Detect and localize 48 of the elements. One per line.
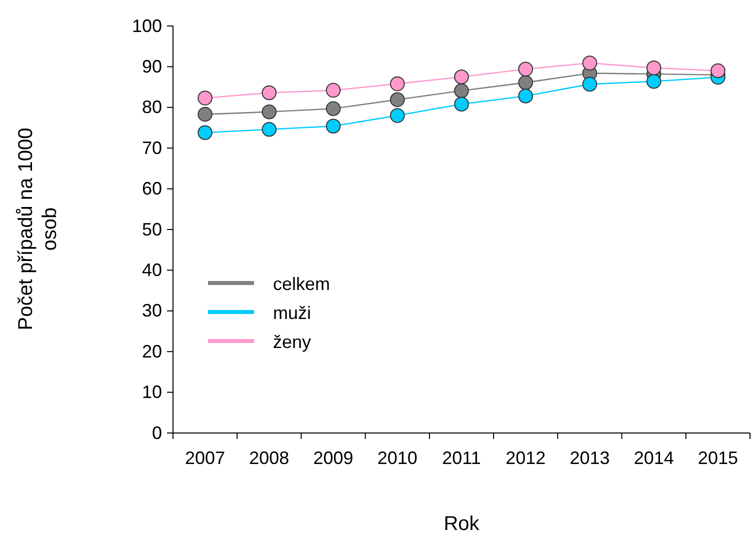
point xyxy=(262,104,277,120)
y-tick-label: 20 xyxy=(142,341,162,362)
point xyxy=(390,76,405,92)
point xyxy=(262,85,277,100)
point xyxy=(326,101,341,116)
point xyxy=(710,63,726,78)
point xyxy=(518,88,534,104)
point xyxy=(646,74,662,89)
point xyxy=(198,125,212,140)
x-tick-label: 2015 xyxy=(698,448,738,468)
y-tick-label: 80 xyxy=(142,97,162,118)
y-tick-label: 50 xyxy=(142,219,162,240)
x-tick-label: 2007 xyxy=(185,448,226,468)
y-tick-label: 90 xyxy=(142,56,162,76)
y-axis-title: Počet případů na 1000 osob xyxy=(15,128,61,330)
point xyxy=(390,108,405,123)
point xyxy=(454,83,469,98)
point xyxy=(518,62,534,77)
x-tick-label: 2014 xyxy=(634,448,674,468)
legend-label: celkem xyxy=(273,274,330,294)
y-tick-label: 10 xyxy=(142,382,162,402)
x-axis-title: Rok xyxy=(444,513,480,535)
point xyxy=(326,118,341,134)
y-tick-label: 30 xyxy=(142,300,162,321)
y-tick-label: 70 xyxy=(142,138,162,158)
point xyxy=(454,96,469,112)
point xyxy=(582,76,598,92)
y-tick-label: 60 xyxy=(142,178,162,199)
x-tick-label: 2008 xyxy=(249,448,290,468)
x-tick-label: 2013 xyxy=(570,448,610,468)
point xyxy=(582,56,598,70)
point xyxy=(454,69,469,84)
y-tick-label: 100 xyxy=(132,16,162,36)
legend-label: ženy xyxy=(273,332,312,352)
x-tick-label: 2012 xyxy=(506,448,546,468)
point xyxy=(198,90,212,106)
point xyxy=(326,82,341,98)
point xyxy=(262,122,277,137)
x-tick-label: 2010 xyxy=(377,448,418,468)
point xyxy=(518,75,534,90)
point xyxy=(390,92,405,108)
x-tick-label: 2011 xyxy=(442,448,481,468)
x-tick-label: 2009 xyxy=(313,448,354,468)
point xyxy=(646,60,662,76)
legend-label: muži xyxy=(273,303,312,323)
point xyxy=(198,106,212,122)
y-tick-label: 40 xyxy=(142,260,162,280)
y-tick-label: 0 xyxy=(152,422,162,443)
